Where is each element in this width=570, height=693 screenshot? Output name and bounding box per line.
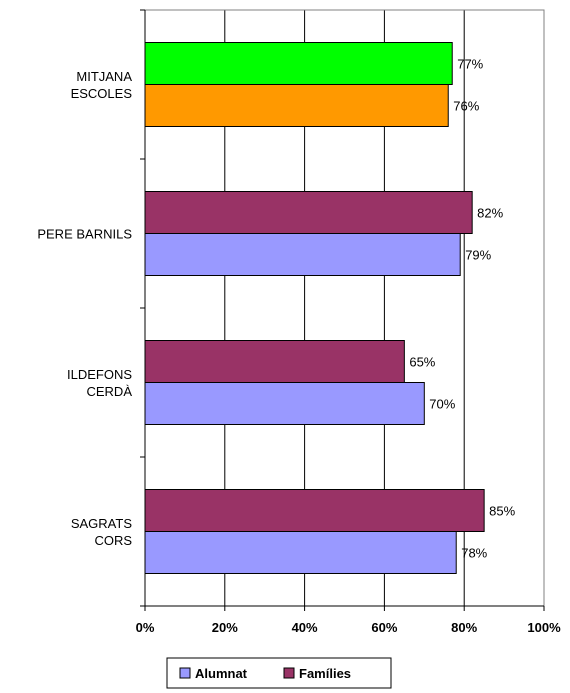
category-label: MITJANA ESCOLES	[71, 69, 133, 101]
category-label-line: SAGRATS	[71, 516, 132, 531]
x-tick-label: 20%	[212, 620, 238, 635]
bar-famílies	[144, 42, 453, 85]
bar-alumnat	[144, 84, 449, 127]
bar-famílies	[144, 340, 405, 383]
category-label-line: CORS	[94, 533, 132, 548]
bar-alumnat	[144, 382, 425, 425]
category-label-line: CERDÀ	[86, 384, 132, 399]
data-label: 65%	[409, 355, 435, 370]
category-label-line: ESCOLES	[71, 86, 133, 101]
x-axis-ticks: 0% 20% 40% 60% 80% 100%	[136, 606, 561, 635]
data-label: 78%	[461, 546, 487, 561]
x-tick-label: 80%	[451, 620, 477, 635]
x-tick-label: 60%	[371, 620, 397, 635]
bar-alumnat	[144, 233, 461, 276]
bar-famílies	[144, 489, 485, 532]
category-label-line: ILDEFONS	[67, 367, 132, 382]
legend-swatch-alumnat	[179, 667, 191, 679]
category-label: ILDEFONS CERDÀ	[67, 367, 132, 399]
x-tick-label: 100%	[527, 620, 561, 635]
legend-swatch-famílies	[283, 667, 295, 679]
x-tick-label: 0%	[136, 620, 155, 635]
data-label: 77%	[457, 57, 483, 72]
legend-label-famílies: Famílies	[299, 666, 351, 681]
data-label: 82%	[477, 206, 503, 221]
legend: Alumnat Famílies	[166, 657, 392, 689]
legend-box	[166, 657, 392, 689]
x-tick-label: 40%	[292, 620, 318, 635]
data-label: 70%	[429, 397, 455, 412]
data-label: 85%	[489, 504, 515, 519]
bar-famílies	[144, 191, 473, 234]
category-label-line: MITJANA	[76, 69, 132, 84]
category-label: PERE BARNILS	[37, 227, 132, 242]
axes	[140, 9, 545, 607]
category-label-line: PERE BARNILS	[37, 227, 132, 242]
category-label: SAGRATS CORS	[71, 516, 132, 548]
data-label: 76%	[453, 99, 479, 114]
bar-alumnat	[144, 531, 457, 574]
data-label: 79%	[465, 248, 491, 263]
category-labels: SAGRATS CORS ILDEFONS CERDÀ PERE BARNILS MITJ…	[37, 69, 132, 548]
bars: 85% 78% 65% 70% 82% 79% 77% 76%	[144, 42, 516, 574]
legend-label-alumnat: Alumnat	[195, 666, 248, 681]
